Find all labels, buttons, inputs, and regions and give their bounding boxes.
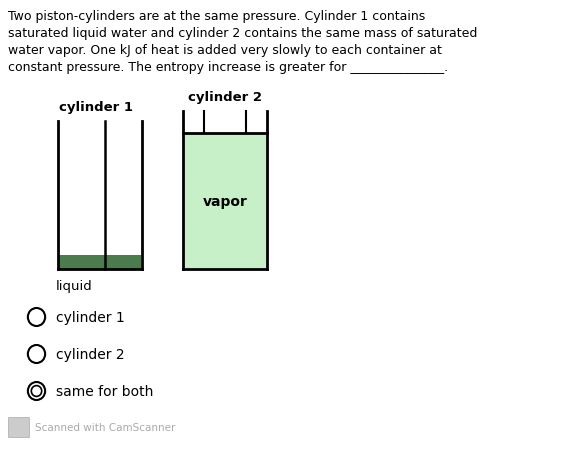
Bar [183,134,266,269]
Text: constant pressure. The entropy increase is greater for _______________.: constant pressure. The entropy increase … [8,61,448,74]
Text: water vapor. One kJ of heat is added very slowly to each container at: water vapor. One kJ of heat is added ver… [8,44,442,57]
Text: Two piston-cylinders are at the same pressure. Cylinder 1 contains: Two piston-cylinders are at the same pre… [8,10,425,23]
Text: cylinder 1: cylinder 1 [58,101,133,114]
Text: cylinder 2: cylinder 2 [188,91,262,104]
Text: saturated liquid water and cylinder 2 contains the same mass of saturated: saturated liquid water and cylinder 2 co… [8,27,477,40]
Text: vapor: vapor [203,194,247,208]
Text: cylinder 2: cylinder 2 [55,347,124,361]
Bar [8,417,29,437]
Bar [58,256,141,269]
Text: Scanned with CamScanner: Scanned with CamScanner [34,422,175,432]
Text: liquid: liquid [55,279,92,292]
Text: same for both: same for both [55,384,153,398]
Text: cylinder 1: cylinder 1 [55,310,124,324]
